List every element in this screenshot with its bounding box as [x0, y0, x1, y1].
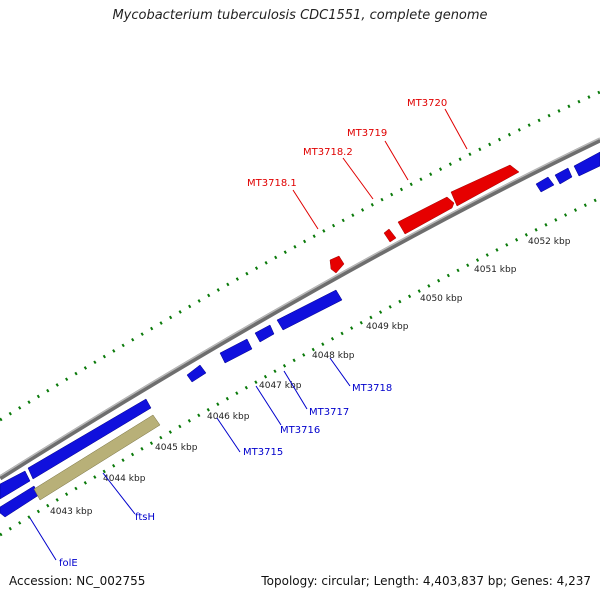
- gene-label[interactable]: folE: [59, 558, 78, 569]
- forward-tick-track: [0, 90, 600, 422]
- gene-label[interactable]: MT3718.2: [303, 147, 353, 158]
- gene-label[interactable]: MT3716: [280, 425, 320, 436]
- leader-line: [102, 472, 136, 515]
- gene-label[interactable]: MT3718: [352, 383, 392, 394]
- genome-backbone: [0, 137, 600, 481]
- tick-label: 4050 kbp: [420, 294, 463, 304]
- gene-label[interactable]: MT3715: [243, 447, 283, 458]
- scale-labels: 4043 kbp 4044 kbp 4045 kbp 4046 kbp 4047…: [50, 237, 571, 517]
- gene-fole[interactable]: [0, 485, 40, 518]
- gene-mt3716[interactable]: [219, 338, 253, 364]
- leader-line: [292, 189, 319, 230]
- leader-line: [444, 108, 468, 150]
- map-title: Mycobacterium tuberculosis CDC1551, comp…: [112, 8, 488, 23]
- gene-label[interactable]: MT3720: [407, 98, 447, 109]
- tick-label: 4043 kbp: [50, 507, 93, 517]
- tick-label: 4047 kbp: [259, 381, 302, 391]
- tick-label: 4052 kbp: [528, 237, 571, 247]
- tick-label: 4051 kbp: [474, 265, 517, 275]
- leader-line: [283, 370, 308, 410]
- leader-line: [29, 517, 57, 561]
- leader-line: [384, 140, 409, 181]
- forward-gene-labels: MT3718.1 MT3718.2 MT3719 MT3720: [247, 98, 447, 189]
- reverse-gene-labels: folE ftsH MT3715 MT3716 MT3717 MT3718: [59, 383, 392, 569]
- leader-line: [216, 417, 241, 453]
- gene-right-1[interactable]: [535, 176, 555, 193]
- gene-label[interactable]: MT3717: [309, 407, 349, 418]
- accession-text: Accession: NC_002755: [9, 574, 146, 588]
- gene-mt3718-1[interactable]: [329, 255, 345, 274]
- gene-mt3717[interactable]: [254, 324, 275, 343]
- tick-label: 4044 kbp: [103, 474, 146, 484]
- gene-right-2[interactable]: [554, 167, 573, 185]
- topology-text: Topology: circular; Length: 4,403,837 bp…: [261, 574, 591, 588]
- leader-line: [329, 357, 351, 387]
- gene-highlight[interactable]: [33, 414, 161, 501]
- reverse-tick-track: [0, 196, 600, 537]
- gene-mt3718[interactable]: [276, 289, 343, 331]
- gene-mt3720[interactable]: [450, 164, 520, 207]
- gene-ftsh[interactable]: [27, 398, 152, 480]
- tick-label: 4045 kbp: [155, 443, 198, 453]
- tick-label: 4048 kbp: [312, 351, 355, 361]
- tick-label: 4049 kbp: [366, 322, 409, 332]
- gene-upstream[interactable]: [0, 470, 31, 500]
- tick-label: 4046 kbp: [207, 412, 250, 422]
- gene-right-3[interactable]: [573, 151, 600, 177]
- gene-label[interactable]: MT3718.1: [247, 178, 297, 189]
- leader-line: [342, 157, 374, 200]
- gene-mt3715[interactable]: [186, 364, 207, 383]
- gene-label[interactable]: MT3719: [347, 128, 387, 139]
- gene-label[interactable]: ftsH: [135, 512, 155, 523]
- leader-line: [255, 385, 282, 426]
- gene-mt3718-2[interactable]: [383, 228, 397, 243]
- gene-mt3719[interactable]: [397, 196, 455, 235]
